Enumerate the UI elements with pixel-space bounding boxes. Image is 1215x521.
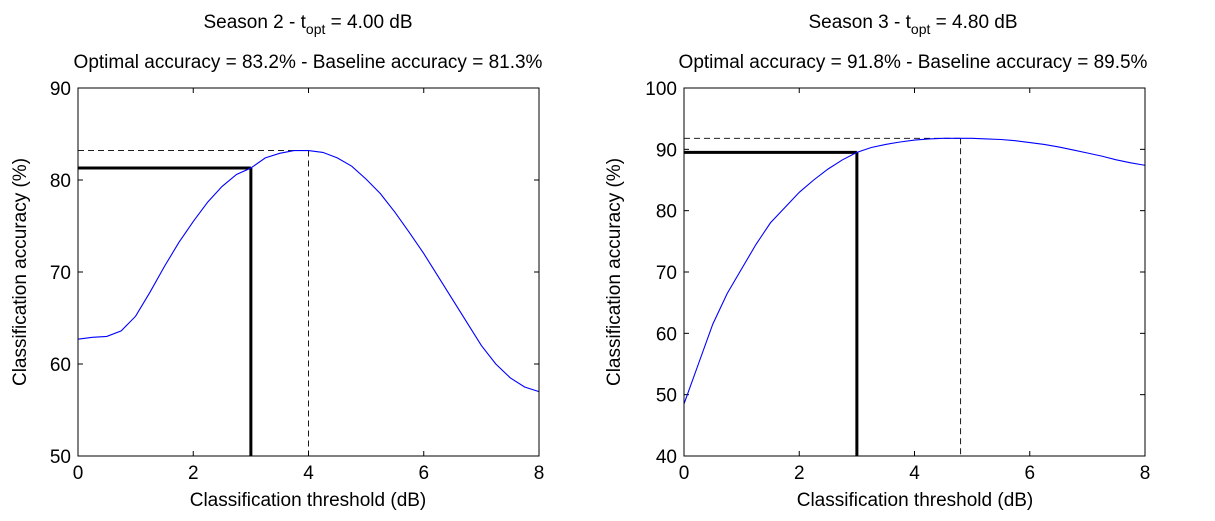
x-tick-label-1-1: 2 [188, 463, 199, 484]
chart-subtitle-1: Optimal accuracy = 83.2% - Baseline accu… [74, 52, 543, 73]
y-tick-label-1-3: 80 [50, 171, 71, 192]
y-tick-label-2-2: 60 [656, 324, 677, 345]
chart-marks-2: 0 2 4 6 8 40 50 60 70 80 90 100 [645, 79, 1150, 484]
x-axis-label-2: Classification threshold (dB) [797, 490, 1034, 511]
chart-title-1: Season 2 - topt = 4.00 dB [203, 12, 412, 37]
y-tick-label-2-5: 90 [656, 140, 677, 161]
series-line-2-0 [683, 137, 1146, 405]
x-axis-label-1: Classification threshold (dB) [190, 490, 427, 511]
y-axis-label-2: Classification accuracy (%) [604, 158, 625, 386]
y-tick-label-2-0: 40 [656, 447, 677, 468]
x-tick-label-1-4: 8 [534, 463, 545, 484]
x-tick-label-1-0: 0 [73, 463, 84, 484]
y-tick-label-2-1: 50 [656, 386, 677, 407]
x-tick-label-2-2: 4 [909, 463, 920, 484]
x-tick-label-1-2: 4 [303, 463, 314, 484]
plot-frame-1 [77, 87, 540, 457]
chart-title-2: Season 3 - topt = 4.80 dB [808, 12, 1017, 37]
x-tick-label-1-3: 6 [418, 463, 429, 484]
chart-panel-2: Season 3 - topt = 4.80 dB Optimal accura… [604, 12, 1150, 511]
y-tick-label-1-2: 70 [50, 263, 71, 284]
y-tick-label-2-4: 80 [656, 202, 677, 223]
plot-area-2 [684, 88, 1145, 456]
x-tick-label-2-3: 6 [1024, 463, 1035, 484]
y-tick-label-2-6: 100 [645, 79, 677, 100]
series-line-1-0 [77, 150, 540, 393]
x-tick-label-2-0: 0 [679, 463, 690, 484]
y-tick-label-2-3: 70 [656, 263, 677, 284]
x-tick-label-2-1: 2 [794, 463, 805, 484]
y-tick-label-1-4: 90 [50, 79, 71, 100]
y-tick-label-1-0: 50 [50, 447, 71, 468]
y-tick-label-1-1: 60 [50, 355, 71, 376]
chart-subtitle-2: Optimal accuracy = 91.8% - Baseline accu… [679, 52, 1148, 73]
plot-frame-2 [683, 87, 1146, 457]
chart-marks-1: 0 2 4 6 8 50 60 70 80 90 [50, 79, 544, 484]
x-tick-label-2-4: 8 [1140, 463, 1151, 484]
chart-panel-1: Season 2 - topt = 4.00 dB Optimal accura… [10, 12, 544, 511]
y-axis-label-1: Classification accuracy (%) [10, 158, 31, 386]
